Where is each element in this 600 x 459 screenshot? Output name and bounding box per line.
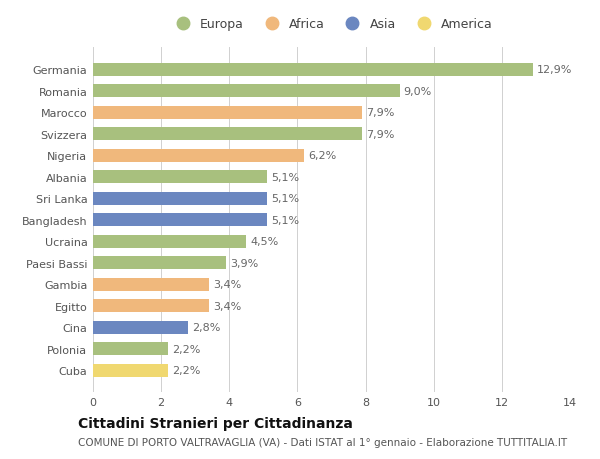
Bar <box>93 128 362 141</box>
Legend: Europa, Africa, Asia, America: Europa, Africa, Asia, America <box>165 13 498 36</box>
Bar <box>93 214 267 227</box>
Bar <box>93 150 304 162</box>
Bar <box>93 300 209 313</box>
Bar <box>93 278 209 291</box>
Text: 2,2%: 2,2% <box>172 344 200 354</box>
Text: 9,0%: 9,0% <box>404 87 432 97</box>
Bar <box>93 364 168 377</box>
Text: 5,1%: 5,1% <box>271 215 299 225</box>
Text: 3,9%: 3,9% <box>230 258 258 268</box>
Text: 12,9%: 12,9% <box>536 65 572 75</box>
Text: 3,4%: 3,4% <box>213 280 241 290</box>
Bar <box>93 321 188 334</box>
Text: 5,1%: 5,1% <box>271 173 299 182</box>
Text: 6,2%: 6,2% <box>308 151 337 161</box>
Text: 7,9%: 7,9% <box>366 129 395 140</box>
Bar <box>93 64 533 77</box>
Text: 2,2%: 2,2% <box>172 365 200 375</box>
Text: 5,1%: 5,1% <box>271 194 299 204</box>
Bar <box>93 106 362 120</box>
Bar <box>93 235 247 248</box>
Text: 2,8%: 2,8% <box>193 323 221 332</box>
Text: 4,5%: 4,5% <box>250 237 278 247</box>
Bar <box>93 257 226 269</box>
Text: COMUNE DI PORTO VALTRAVAGLIA (VA) - Dati ISTAT al 1° gennaio - Elaborazione TUTT: COMUNE DI PORTO VALTRAVAGLIA (VA) - Dati… <box>78 437 567 447</box>
Bar <box>93 192 267 205</box>
Text: 7,9%: 7,9% <box>366 108 395 118</box>
Text: 3,4%: 3,4% <box>213 301 241 311</box>
Bar <box>93 85 400 98</box>
Bar <box>93 342 168 355</box>
Bar <box>93 171 267 184</box>
Text: Cittadini Stranieri per Cittadinanza: Cittadini Stranieri per Cittadinanza <box>78 416 353 430</box>
